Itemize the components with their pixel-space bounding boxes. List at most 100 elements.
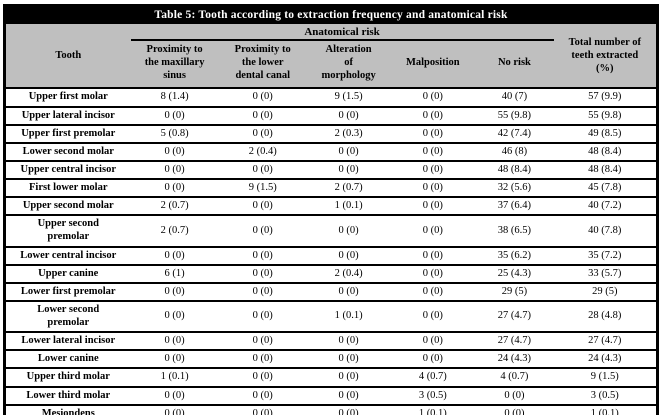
table-row: First lower molar 0 (0) 9 (1.5) 2 (0.7) 0 (0…: [4, 177, 658, 198]
total-value-cell: 27 (4.7): [553, 331, 658, 351]
value-cell: 29 (5): [475, 281, 554, 301]
group-header-row: Tooth Anatomical risk Total number of te…: [4, 24, 658, 89]
value-cell: 0 (0): [218, 159, 307, 179]
total-value-cell: 1 (0.1): [553, 403, 658, 415]
total-value-cell: 3 (0.5): [553, 385, 658, 405]
value-cell: 0 (0): [218, 403, 307, 415]
column-header: Alteration of morphology: [306, 40, 391, 89]
value-cell: 0 (0): [130, 159, 219, 179]
value-cell: 0 (0): [390, 263, 476, 283]
value-cell: 0 (0): [390, 245, 476, 265]
value-cell: 8 (1.4): [130, 87, 219, 107]
column-header: Proximity to the lower dental canal: [218, 40, 307, 89]
value-cell: 0 (0): [390, 299, 476, 333]
value-cell: 0 (0): [306, 367, 391, 387]
value-cell: 27 (4.7): [475, 331, 554, 351]
value-cell: 1 (0.1): [130, 367, 219, 387]
value-cell: 0 (0): [390, 123, 476, 143]
value-cell: 25 (4.3): [475, 263, 554, 283]
column-header: Malposition: [390, 40, 476, 89]
value-cell: 4 (0.7): [475, 367, 554, 387]
column-header: No risk: [475, 40, 554, 89]
tooth-name-cell: Upper first molar: [4, 87, 131, 107]
column-header: Proximity to the maxillary sinus: [130, 40, 219, 89]
value-cell: 0 (0): [218, 331, 307, 351]
tooth-name-cell: Upper second premolar: [4, 214, 131, 247]
tooth-name-cell: Upper central incisor: [4, 159, 131, 179]
value-cell: 0 (0): [475, 385, 554, 405]
column-group-header-anatomical-risk: Anatomical risk: [130, 24, 554, 41]
table-row: Upper first molar 8 (1.4) 0 (0) 9 (1.5) 0 (0…: [4, 87, 658, 107]
value-cell: 0 (0): [218, 123, 307, 143]
tooth-name-cell: First lower molar: [4, 177, 131, 198]
tooth-name-cell: Upper third molar: [4, 367, 131, 387]
tooth-name-cell: Lower lateral incisor: [4, 331, 131, 351]
value-cell: 0 (0): [130, 105, 219, 125]
value-cell: 0 (0): [390, 331, 476, 351]
tooth-name-cell: Lower first premolar: [4, 281, 131, 301]
tooth-name-cell: Lower third molar: [4, 385, 131, 405]
value-cell: 0 (0): [390, 349, 476, 369]
table-row: Upper second premolar 2 (0.7) 0 (0) 0 (0) 0 …: [4, 214, 658, 247]
total-value-cell: 48 (8.4): [553, 159, 658, 179]
value-cell: 0 (0): [306, 141, 391, 161]
value-cell: 0 (0): [218, 87, 307, 107]
total-value-cell: 33 (5.7): [553, 263, 658, 283]
extraction-frequency-table: Table 5: Tooth according to extraction f…: [3, 4, 659, 415]
tooth-name-cell: Mesiondens: [4, 403, 131, 415]
value-cell: 0 (0): [306, 403, 391, 415]
total-value-cell: 9 (1.5): [553, 367, 658, 387]
total-value-cell: 49 (8.5): [553, 123, 658, 143]
table-row: Lower second molar 0 (0) 2 (0.4) 0 (0) 0 (0)…: [4, 141, 658, 161]
value-cell: 0 (0): [218, 214, 307, 247]
total-value-cell: 35 (7.2): [553, 245, 658, 265]
value-cell: 0 (0): [218, 196, 307, 216]
value-cell: 9 (1.5): [306, 87, 391, 107]
value-cell: 35 (6.2): [475, 245, 554, 265]
value-cell: 2 (0.4): [306, 263, 391, 283]
value-cell: 0 (0): [130, 349, 219, 369]
value-cell: 9 (1.5): [218, 177, 307, 198]
total-value-cell: 57 (9.9): [553, 87, 658, 107]
value-cell: 0 (0): [306, 349, 391, 369]
value-cell: 46 (8): [475, 141, 554, 161]
value-cell: 0 (0): [130, 331, 219, 351]
value-cell: 38 (6.5): [475, 214, 554, 247]
value-cell: 0 (0): [306, 281, 391, 301]
value-cell: 0 (0): [390, 141, 476, 161]
sub-header-row: Proximity to the maxillary sinus Proximit…: [5, 40, 658, 89]
value-cell: 0 (0): [130, 299, 219, 333]
total-value-cell: 40 (7.2): [553, 196, 658, 216]
value-cell: 6 (1): [130, 263, 219, 283]
value-cell: 0 (0): [218, 245, 307, 265]
value-cell: 2 (0.7): [130, 196, 219, 216]
value-cell: 0 (0): [218, 281, 307, 301]
value-cell: 0 (0): [130, 141, 219, 161]
value-cell: 0 (0): [306, 214, 391, 247]
table-row: Upper central incisor 0 (0) 0 (0) 0 (0) 0 (0…: [4, 159, 658, 179]
table-row: Mesiondens 0 (0) 0 (0) 0 (0) 1 (0.1) 0 (0) 1 (…: [4, 403, 658, 415]
value-cell: 40 (7): [475, 87, 554, 107]
value-cell: 0 (0): [130, 177, 219, 198]
table-row: Lower third molar 0 (0) 0 (0) 0 (0) 3 (0.5) 0…: [4, 385, 658, 405]
value-cell: 0 (0): [390, 159, 476, 179]
value-cell: 0 (0): [130, 281, 219, 301]
value-cell: 1 (0.1): [390, 403, 476, 415]
value-cell: 0 (0): [218, 263, 307, 283]
total-value-cell: 24 (4.3): [553, 349, 658, 369]
table-row: Upper third molar 1 (0.1) 0 (0) 0 (0) 4 (0.7…: [4, 367, 658, 387]
table-row: Lower lateral incisor 0 (0) 0 (0) 0 (0) 0 (0…: [4, 331, 658, 351]
value-cell: 0 (0): [475, 403, 554, 415]
value-cell: 27 (4.7): [475, 299, 554, 333]
value-cell: 0 (0): [390, 87, 476, 107]
value-cell: 0 (0): [218, 367, 307, 387]
table-row: Upper second molar 2 (0.7) 0 (0) 1 (0.1) 0 (…: [4, 196, 658, 216]
value-cell: 0 (0): [306, 245, 391, 265]
value-cell: 0 (0): [130, 245, 219, 265]
table-row: Lower second premolar 0 (0) 0 (0) 1 (0.1) 0 …: [4, 299, 658, 333]
tooth-name-cell: Upper first premolar: [4, 123, 131, 143]
value-cell: 5 (0.8): [130, 123, 219, 143]
total-value-cell: 48 (8.4): [553, 141, 658, 161]
total-value-cell: 29 (5): [553, 281, 658, 301]
